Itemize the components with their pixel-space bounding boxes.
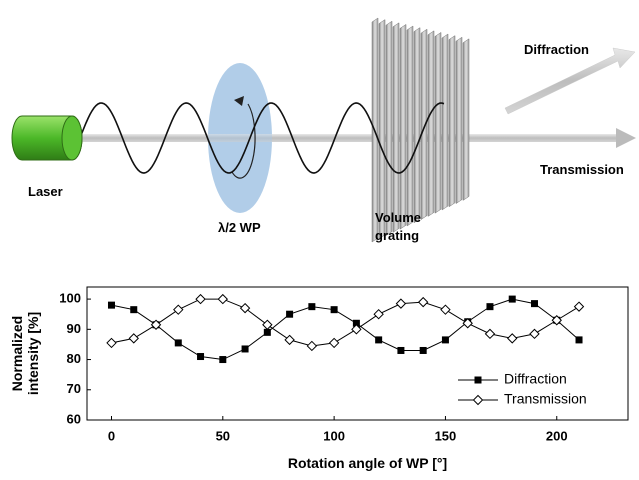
point	[328, 337, 340, 349]
diffraction-label: Diffraction	[524, 42, 589, 57]
y-tick-label: 80	[67, 351, 81, 366]
rotation-arrow	[231, 103, 256, 179]
point	[373, 308, 384, 320]
y-axis-label: Normalized	[9, 316, 25, 391]
point	[352, 319, 360, 327]
point	[351, 324, 362, 335]
point	[284, 334, 295, 346]
x-tick-label: 150	[435, 428, 457, 443]
point	[130, 306, 138, 314]
point	[217, 293, 229, 305]
point	[262, 319, 273, 330]
grating	[371, 17, 470, 243]
transmission-label: Transmission	[540, 162, 624, 177]
grating-slab	[448, 35, 456, 208]
diffraction-beam	[504, 47, 636, 115]
point	[263, 328, 271, 336]
point	[508, 295, 516, 303]
point	[107, 301, 115, 309]
point	[150, 319, 162, 330]
grating-slab	[420, 28, 428, 221]
point	[106, 337, 117, 349]
point	[507, 333, 518, 344]
point	[128, 333, 139, 344]
x-tick-label: 100	[323, 428, 345, 443]
point	[573, 301, 585, 312]
arrowhead	[616, 128, 636, 148]
point	[286, 310, 294, 318]
y-tick-label: 100	[59, 291, 81, 306]
beam-overlay	[76, 134, 616, 142]
grating-slab	[392, 22, 400, 233]
y-tick-label: 60	[67, 411, 81, 426]
grating-slab	[441, 33, 449, 211]
legend-label: Diffraction	[504, 371, 567, 387]
series-line	[111, 298, 580, 361]
point	[306, 340, 318, 352]
rotation-arrowhead	[234, 96, 244, 106]
point	[484, 328, 496, 340]
point	[551, 315, 562, 326]
y-axis-label: intensity [%]	[25, 312, 41, 395]
laser-face	[61, 115, 83, 161]
point	[419, 346, 427, 354]
y-tick-label: 70	[67, 381, 81, 396]
point	[575, 336, 583, 344]
point	[472, 394, 484, 406]
point	[440, 304, 451, 315]
point	[219, 356, 227, 364]
grating-label: Volume	[375, 210, 421, 225]
point	[195, 293, 206, 305]
x-tick-label: 50	[216, 428, 230, 443]
point	[395, 298, 407, 309]
point	[197, 353, 205, 361]
laser-label: Laser	[28, 184, 63, 199]
point	[308, 303, 316, 311]
point	[474, 376, 482, 384]
wave	[79, 102, 445, 174]
grating-label: grating	[375, 228, 419, 243]
point	[486, 303, 494, 311]
y-tick-label: 90	[67, 321, 81, 336]
point	[375, 336, 383, 344]
waveplate-label: λ/2 WP	[218, 220, 261, 235]
legend-label: Transmission	[504, 391, 587, 407]
point	[529, 328, 540, 340]
grating-slab	[399, 23, 407, 230]
point	[530, 300, 538, 308]
point	[397, 346, 405, 354]
grating-slab	[413, 27, 421, 224]
point	[462, 318, 473, 329]
grating-slab	[385, 20, 393, 237]
x-tick-label: 0	[108, 428, 115, 443]
grating-slab	[378, 19, 386, 240]
point	[330, 306, 338, 314]
point	[417, 296, 429, 308]
plot-frame	[86, 286, 629, 421]
point	[239, 302, 251, 314]
grating-slab	[406, 25, 414, 227]
setup-diagram: Laser λ/2 WP Volume grating Diffraction …	[11, 17, 636, 243]
grating-slab	[455, 36, 463, 205]
series-line	[111, 298, 580, 347]
grating-slab	[427, 30, 435, 217]
grating-slab	[434, 31, 442, 214]
x-axis-label: Rotation angle of WP [°]	[288, 455, 447, 471]
point	[174, 339, 182, 347]
chart: 60 70 80 90 100 0 50 100 150 200 Rotation angle of…	[9, 286, 629, 471]
grating-slab	[462, 38, 470, 201]
point	[441, 336, 449, 344]
point	[173, 304, 184, 315]
x-tick-label: 200	[546, 428, 568, 443]
point	[241, 345, 249, 353]
